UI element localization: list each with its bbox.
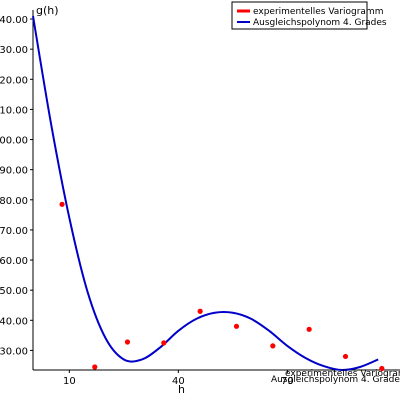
polynomial-curve-line xyxy=(32,15,379,372)
data-point xyxy=(92,364,98,370)
legend-box xyxy=(231,1,368,30)
overlay-label-curve: Ausgleichspolynom 4. Grades xyxy=(271,375,400,385)
y-axis-label: g(h) xyxy=(36,4,59,17)
legend-label-curve: Ausgleichspolynom 4. Grades xyxy=(253,18,387,28)
data-point xyxy=(342,353,349,360)
legend: experimentelles Variogramm Ausgleichspol… xyxy=(231,1,387,30)
data-point xyxy=(161,340,167,346)
y-tick-label: 80.00 xyxy=(0,196,28,207)
y-tick-label: 60.00 xyxy=(0,256,28,267)
data-point xyxy=(306,326,312,332)
x-axis-label: h xyxy=(178,383,185,396)
data-point xyxy=(270,343,276,349)
x-ticks: 10 40 70 xyxy=(63,370,294,387)
x-tick-label: 40 xyxy=(172,376,185,387)
data-points-layer xyxy=(59,201,385,372)
overlay-label-points: experimentelles Variogramm xyxy=(285,369,400,379)
y-tick-label: 90.00 xyxy=(0,166,28,177)
data-point xyxy=(59,201,65,207)
y-tick-label: 130.00 xyxy=(0,45,28,56)
y-ticks: 30.00 40.00 50.00 60.00 70.00 80.00 90.00 100.0… xyxy=(0,15,33,357)
y-tick-label: 50.00 xyxy=(0,286,28,297)
legend-label-points: experimentelles Variogramm xyxy=(253,7,383,17)
x-tick-label: 10 xyxy=(63,376,76,387)
y-tick-label: 100.00 xyxy=(0,136,28,147)
y-tick-label: 120.00 xyxy=(0,75,28,86)
data-point xyxy=(379,365,385,372)
data-point xyxy=(197,308,203,314)
x-tick-label: 70 xyxy=(281,376,294,387)
y-tick-label: 110.00 xyxy=(0,105,28,116)
data-point xyxy=(124,339,131,345)
y-tick-label: 70.00 xyxy=(0,226,28,237)
y-tick-label: 40.00 xyxy=(0,316,28,327)
y-tick-label: 140.00 xyxy=(0,15,28,26)
polynomial-curve-layer xyxy=(32,15,379,372)
y-tick-label: 30.00 xyxy=(0,346,28,357)
data-point xyxy=(233,323,240,329)
